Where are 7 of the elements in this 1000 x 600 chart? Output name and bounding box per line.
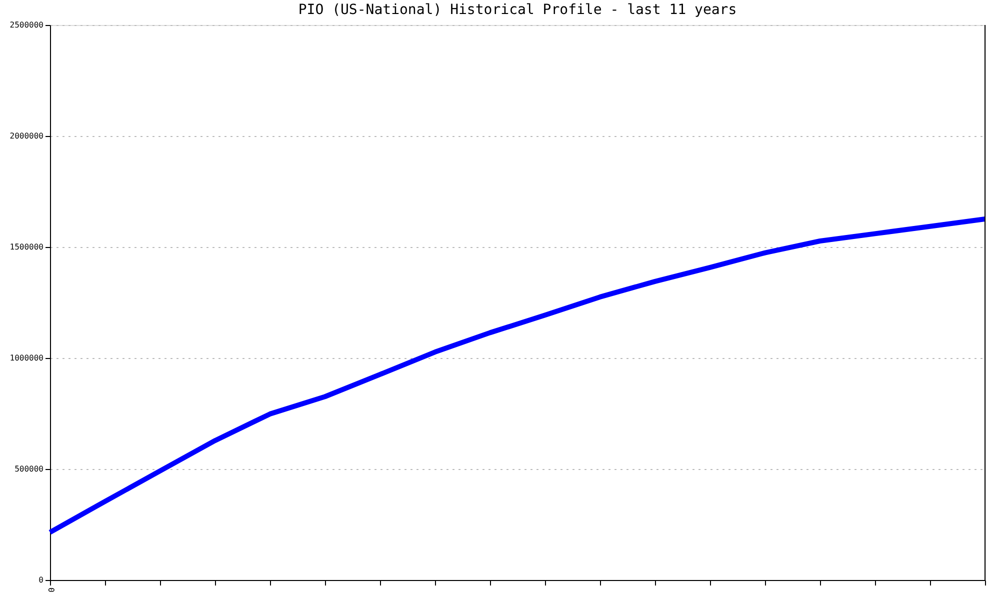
y-tick-label: 0 bbox=[38, 576, 44, 584]
y-tick-label: 2000000 bbox=[10, 132, 44, 140]
y-tick-label: 1500000 bbox=[10, 242, 44, 252]
y-tick-label: 1000000 bbox=[10, 354, 44, 362]
chart-title: PIO (US-National) Historical Profile - last 11 years bbox=[298, 2, 737, 18]
y-tick-label: 2500000 bbox=[10, 20, 44, 30]
y-tick-label: 500000 bbox=[14, 464, 44, 474]
